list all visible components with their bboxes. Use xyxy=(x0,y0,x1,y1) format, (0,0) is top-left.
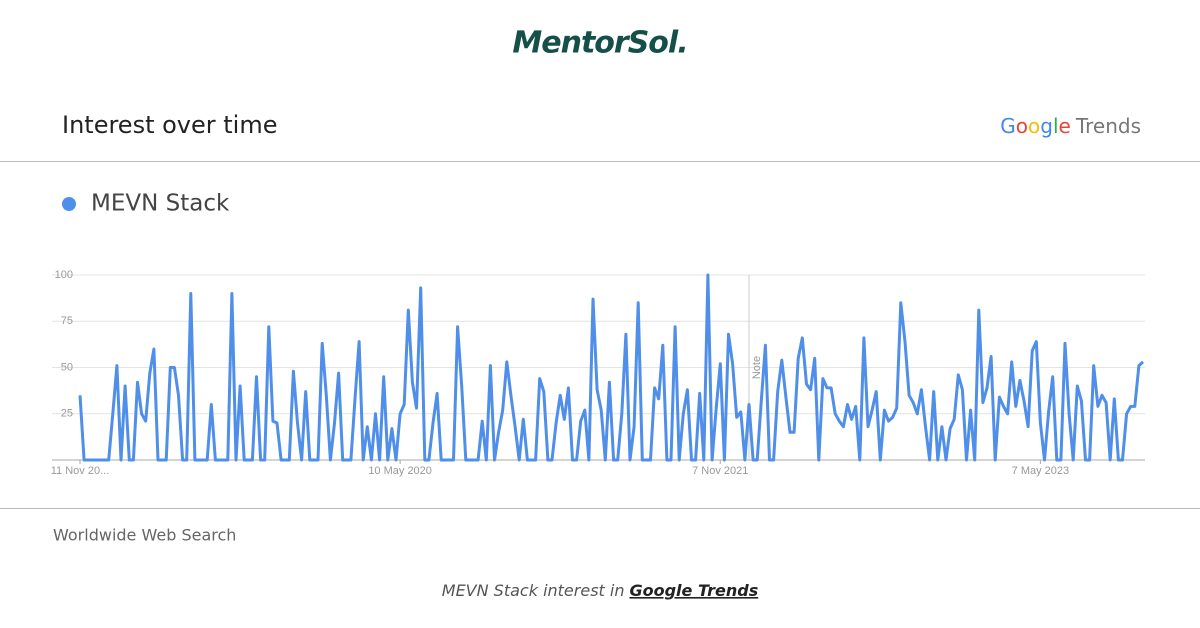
y-tick-label: 50 xyxy=(61,361,73,373)
x-tick-label: 11 Nov 20... xyxy=(51,465,110,477)
brand-letter: g xyxy=(1040,114,1053,138)
note-label: Note xyxy=(751,356,763,379)
legend-marker xyxy=(62,197,76,211)
footer-caption: MEVN Stack interest in Google Trends xyxy=(442,581,758,600)
y-tick-label: 75 xyxy=(61,315,73,327)
x-tick-label: 7 May 2023 xyxy=(1012,465,1069,477)
brand-letter: G xyxy=(1000,114,1016,138)
brand-letter: l xyxy=(1053,114,1059,138)
brand-trends: Trends xyxy=(1075,114,1141,138)
legend-label: MEVN Stack xyxy=(91,191,230,217)
x-tick-label: 10 May 2020 xyxy=(368,465,432,477)
y-tick-label: 100 xyxy=(55,269,73,281)
x-tick-label: 7 Nov 2021 xyxy=(692,465,748,477)
trends-link[interactable]: Google Trends xyxy=(629,581,758,600)
series-line xyxy=(78,273,1145,462)
brand-letter: o xyxy=(1016,114,1028,138)
brand-google: Google xyxy=(1000,114,1071,138)
y-tick-label: 25 xyxy=(61,408,73,420)
logo: MentorSol. xyxy=(512,26,687,61)
caption: MEVN Stack interest in xyxy=(442,581,625,600)
region: Worldwide Web Search xyxy=(53,526,236,545)
plot: 25 50 75 100 11 Nov 20... 10 May 2020 7 Nov 20… xyxy=(51,269,1145,477)
brand-letter: e xyxy=(1059,114,1071,138)
brand: Google Trends xyxy=(1000,114,1141,138)
brand-letter: o xyxy=(1028,114,1040,138)
chart-title: Interest over time xyxy=(62,111,277,139)
